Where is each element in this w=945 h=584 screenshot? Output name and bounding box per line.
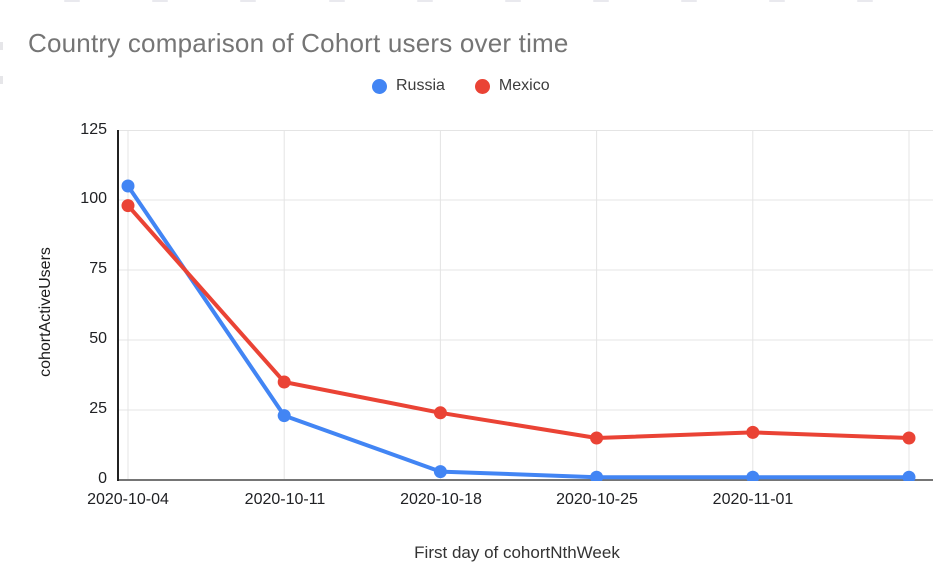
y-tick-label: 50 (89, 330, 107, 347)
x-tick-label: 2020-10-04 (87, 491, 169, 508)
artifact-mark (505, 0, 521, 2)
x-axis-title: First day of cohortNthWeek (414, 543, 620, 562)
artifact-mark (329, 0, 345, 2)
legend-item-russia: Russia (372, 77, 445, 95)
y-tick-label: 100 (80, 190, 107, 207)
x-tick-label: 2020-10-18 (400, 491, 482, 508)
x-tick-label: 2020-10-11 (244, 491, 326, 508)
legend-label-mexico: Mexico (498, 77, 550, 94)
y-tick-label: 75 (89, 260, 107, 277)
y-tick-label: 0 (98, 470, 107, 487)
chart-title: Country comparison of Cohort users over … (28, 28, 569, 58)
plot-area (117, 130, 933, 481)
legend-label-russia: Russia (396, 77, 445, 94)
artifact-mark (152, 0, 168, 2)
artifact-mark (593, 0, 609, 2)
y-tick-label: 25 (89, 400, 107, 417)
line-chart-canvas (117, 130, 933, 481)
russia-series-marker-icon (372, 78, 387, 94)
x-tick-label: 2020-11-01 (712, 491, 794, 508)
mexico-series-marker-icon (474, 78, 490, 94)
x-tick-label: 2020-10-25 (556, 491, 638, 508)
artifact-mark (240, 0, 256, 2)
cropped-top-text-artifacts (0, 0, 945, 3)
cropped-left-artifact (0, 76, 3, 84)
artifact-mark (681, 0, 697, 2)
y-tick-label: 125 (80, 121, 107, 138)
artifact-mark (857, 0, 873, 2)
artifact-mark (417, 0, 433, 2)
chart-legend: Russia Mexico (372, 77, 550, 95)
legend-item-mexico: Mexico (474, 77, 550, 95)
cropped-left-artifact (0, 42, 3, 50)
artifact-mark (64, 0, 80, 2)
artifact-mark (769, 0, 785, 2)
